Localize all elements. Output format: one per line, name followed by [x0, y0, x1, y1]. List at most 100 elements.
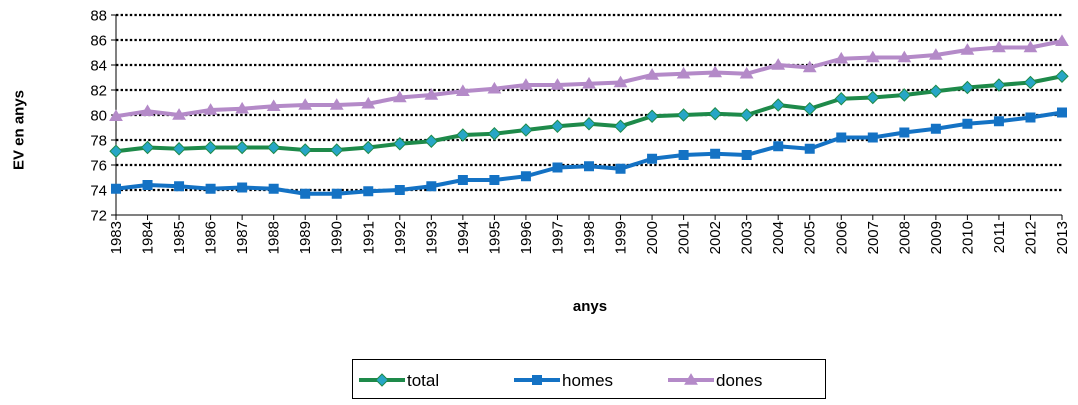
x-tick-label: 1985	[171, 221, 188, 254]
x-tick-label: 1988	[266, 221, 283, 254]
data-point-total	[519, 123, 533, 137]
data-point-homes	[962, 118, 973, 129]
data-point-homes	[520, 171, 531, 182]
data-point-dones	[392, 90, 407, 103]
data-point-homes	[773, 141, 784, 152]
legend-items: total homes dones	[359, 371, 762, 390]
data-point-total	[897, 88, 912, 102]
data-point-homes	[615, 163, 626, 174]
data-point-dones	[361, 96, 376, 109]
series-homes	[111, 107, 1067, 199]
y-tick-label: 84	[90, 58, 107, 75]
data-point-homes	[205, 183, 216, 194]
data-point-dones	[329, 98, 344, 110]
data-point-total	[109, 144, 123, 158]
data-point-total	[866, 90, 880, 105]
y-axis-title: EV en anys	[4, 40, 34, 220]
x-tick-label: 1989	[297, 221, 314, 254]
x-tick-label: 2004	[770, 221, 787, 254]
x-tick-label: 2012	[1022, 221, 1039, 254]
data-point-dones	[676, 66, 691, 79]
data-point-homes	[867, 132, 878, 143]
x-tick-label: 2002	[707, 221, 724, 254]
x-tick-label: 1990	[329, 221, 346, 254]
legend-label: total	[407, 371, 439, 390]
data-point-dones	[771, 58, 786, 70]
data-point-homes	[489, 175, 500, 185]
data-point-homes	[993, 116, 1004, 127]
data-point-total	[298, 143, 312, 157]
data-point-dones	[739, 66, 754, 79]
data-point-total	[771, 98, 785, 112]
data-point-total	[266, 140, 281, 155]
legend-item-homes: homes	[514, 371, 613, 390]
y-tick-label: 86	[90, 33, 107, 50]
data-point-dones	[550, 78, 565, 90]
x-tick-label: 2001	[676, 221, 693, 254]
legend-marker-dones	[684, 373, 698, 385]
x-tick-label: 1997	[549, 221, 566, 254]
x-tick-label: 2008	[896, 221, 913, 254]
data-point-dones	[519, 78, 533, 90]
data-point-homes	[331, 188, 342, 199]
legend-label: dones	[716, 371, 762, 390]
x-tick-label: 1991	[360, 221, 377, 254]
x-tick-label: 1987	[234, 221, 251, 254]
data-point-dones	[140, 104, 155, 117]
x-tick-label: 2011	[991, 221, 1008, 253]
data-point-dones	[834, 51, 849, 64]
data-point-homes	[1025, 112, 1036, 123]
data-point-total	[645, 109, 659, 123]
y-tick-label: 78	[90, 133, 107, 150]
data-point-homes	[268, 183, 279, 194]
data-point-total	[424, 134, 439, 148]
data-point-dones	[235, 101, 250, 114]
legend-marker-total	[375, 373, 389, 387]
legend-item-dones: dones	[668, 371, 762, 390]
data-point-total	[140, 140, 155, 155]
data-point-dones	[992, 40, 1006, 53]
legend-label: homes	[562, 371, 613, 390]
data-point-total	[330, 143, 344, 157]
data-point-dones	[266, 99, 281, 112]
data-point-total	[203, 140, 218, 155]
data-point-homes	[394, 185, 405, 195]
data-point-total	[582, 117, 596, 131]
data-point-homes	[647, 153, 658, 164]
data-point-total	[361, 140, 375, 155]
data-point-total	[172, 142, 186, 156]
data-point-dones	[960, 43, 975, 55]
data-point-homes	[1057, 107, 1067, 118]
data-point-dones	[582, 76, 596, 89]
x-axis-title: anys	[572, 298, 608, 315]
x-tick-label: 2006	[833, 221, 850, 254]
data-point-dones	[1055, 34, 1069, 47]
data-point-total	[550, 119, 565, 133]
data-point-dones	[928, 48, 943, 60]
x-tick-label: 1998	[581, 221, 598, 254]
x-tick-label: 1996	[518, 221, 535, 254]
data-point-dones	[865, 50, 880, 63]
y-tick-label: 80	[90, 108, 107, 125]
x-tick-label: 2007	[865, 221, 882, 254]
data-point-dones	[109, 109, 123, 122]
data-point-total	[1023, 75, 1038, 90]
data-point-homes	[584, 161, 594, 172]
data-point-total	[960, 80, 975, 95]
data-point-homes	[142, 180, 153, 190]
data-point-homes	[552, 162, 563, 173]
data-point-total	[929, 84, 943, 98]
data-point-homes	[741, 150, 752, 160]
series-total	[109, 69, 1069, 158]
y-tick-label: 88	[90, 8, 107, 25]
data-point-homes	[710, 148, 721, 159]
y-axis-title-text: EV en anys	[10, 89, 28, 171]
data-point-total	[803, 102, 817, 116]
data-point-homes	[300, 188, 311, 199]
x-tick-label: 2000	[644, 221, 661, 254]
data-point-total	[739, 108, 754, 122]
x-tick-label: 1993	[423, 221, 440, 254]
data-point-dones	[613, 75, 628, 88]
data-point-homes	[237, 182, 248, 193]
y-tick-label: 72	[90, 208, 107, 225]
